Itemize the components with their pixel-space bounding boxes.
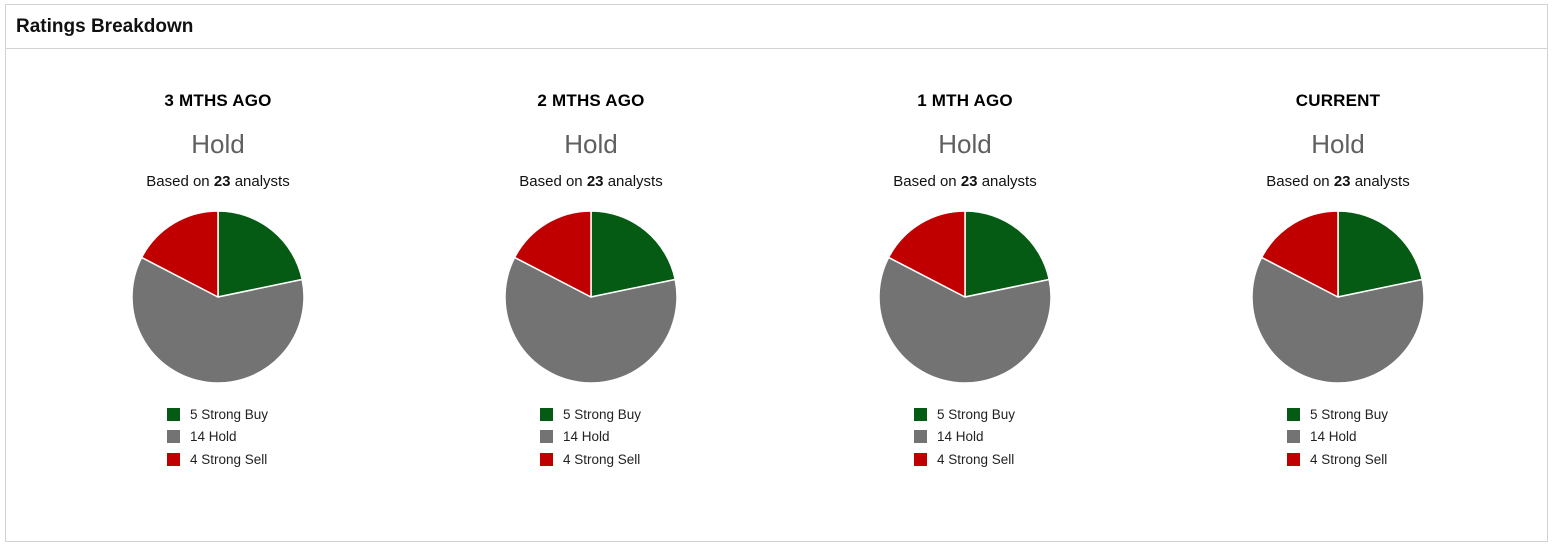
legend-label: 4 Strong Sell — [937, 451, 1015, 467]
basis-suffix: analysts — [1354, 173, 1410, 190]
ratings-columns: 3 MTHS AGO Hold Based on 23 analysts 5 S… — [6, 49, 1547, 541]
consensus-rating: Hold — [1311, 129, 1365, 159]
legend-swatch-strong-buy — [540, 407, 553, 421]
legend-item-strong-buy: 5 Strong Buy — [167, 403, 268, 426]
legend-item-strong-buy: 5 Strong Buy — [1287, 403, 1388, 426]
consensus-rating: Hold — [564, 129, 618, 159]
legend-item-hold: 14 Hold — [1287, 426, 1388, 449]
legend-swatch-strong-sell — [1287, 452, 1300, 466]
rating-column-3-months-ago: 3 MTHS AGO Hold Based on 23 analysts 5 S… — [31, 49, 405, 541]
period-title: 2 MTHS AGO — [537, 91, 645, 110]
basis-suffix: analysts — [981, 173, 1037, 190]
legend-item-hold: 14 Hold — [167, 426, 268, 449]
period-title: 3 MTHS AGO — [164, 91, 272, 110]
pie-slice-strong-buy — [964, 210, 1050, 298]
period-title: CURRENT — [1295, 91, 1381, 110]
legend-item-strong-buy: 5 Strong Buy — [540, 403, 641, 426]
pie-slice-hold — [1251, 256, 1425, 384]
analyst-basis: Based on 23 analysts — [778, 173, 1152, 190]
legend-item-hold: 14 Hold — [540, 426, 641, 449]
chart-legend: 5 Strong Buy 14 Hold 4 Strong Sell — [1287, 403, 1388, 471]
legend-label: 5 Strong Buy — [190, 406, 269, 422]
legend-swatch-strong-buy — [1287, 407, 1300, 421]
pie-slice-strong-buy — [1337, 210, 1423, 298]
pie-slice-strong-sell — [513, 210, 592, 298]
analyst-count: 23 — [960, 173, 978, 190]
analyst-basis: Based on 23 analysts — [31, 173, 405, 190]
legend-swatch-hold — [1287, 430, 1300, 444]
legend-item-strong-sell: 4 Strong Sell — [540, 448, 641, 471]
legend-swatch-strong-sell — [167, 452, 180, 466]
legend-item-hold: 14 Hold — [914, 426, 1015, 449]
period-title: 1 MTH AGO — [917, 91, 1013, 110]
analyst-count: 23 — [586, 173, 604, 190]
analyst-count: 23 — [1333, 173, 1351, 190]
analyst-basis: Based on 23 analysts — [1151, 173, 1525, 190]
basis-prefix: Based on — [1266, 173, 1330, 190]
pie-slice-strong-buy — [217, 210, 303, 298]
pie-slice-strong-sell — [140, 210, 219, 298]
basis-suffix: analysts — [234, 173, 290, 190]
legend-label: 14 Hold — [563, 429, 610, 445]
legend-swatch-strong-sell — [540, 452, 553, 466]
consensus-rating: Hold — [191, 129, 245, 159]
legend-label: 14 Hold — [1310, 429, 1357, 445]
pie-chart-svg — [878, 210, 1052, 384]
legend-swatch-strong-sell — [914, 452, 927, 466]
legend-swatch-hold — [540, 430, 553, 444]
basis-prefix: Based on — [146, 173, 210, 190]
pie-slice-hold — [131, 256, 305, 384]
pie-chart — [128, 207, 308, 387]
legend-item-strong-sell: 4 Strong Sell — [914, 448, 1015, 471]
pie-chart — [501, 207, 681, 387]
legend-label: 5 Strong Buy — [563, 406, 642, 422]
ratings-breakdown-panel: Ratings Breakdown 3 MTHS AGO Hold Based … — [5, 4, 1548, 542]
panel-title: Ratings Breakdown — [16, 15, 194, 37]
legend-swatch-strong-buy — [914, 407, 927, 421]
legend-label: 5 Strong Buy — [1310, 406, 1389, 422]
pie-slice-strong-sell — [1260, 210, 1339, 298]
legend-item-strong-sell: 4 Strong Sell — [167, 448, 268, 471]
pie-chart — [875, 207, 1055, 387]
analyst-count: 23 — [213, 173, 231, 190]
legend-swatch-hold — [914, 430, 927, 444]
pie-slice-hold — [878, 256, 1052, 384]
pie-chart — [1248, 207, 1428, 387]
legend-label: 4 Strong Sell — [190, 451, 268, 467]
chart-legend: 5 Strong Buy 14 Hold 4 Strong Sell — [167, 403, 268, 471]
pie-chart-svg — [504, 210, 678, 384]
legend-item-strong-sell: 4 Strong Sell — [1287, 448, 1388, 471]
pie-slice-hold — [504, 256, 678, 384]
legend-item-strong-buy: 5 Strong Buy — [914, 403, 1015, 426]
pie-slice-strong-sell — [887, 210, 966, 298]
chart-legend: 5 Strong Buy 14 Hold 4 Strong Sell — [914, 403, 1015, 471]
pie-slice-strong-buy — [590, 210, 676, 298]
basis-prefix: Based on — [893, 173, 957, 190]
consensus-rating: Hold — [938, 129, 992, 159]
rating-column-2-months-ago: 2 MTHS AGO Hold Based on 23 analysts 5 S… — [404, 49, 778, 541]
legend-swatch-strong-buy — [167, 407, 180, 421]
legend-label: 4 Strong Sell — [1310, 451, 1388, 467]
legend-swatch-hold — [167, 430, 180, 444]
legend-label: 5 Strong Buy — [937, 406, 1016, 422]
analyst-basis: Based on 23 analysts — [404, 173, 778, 190]
basis-prefix: Based on — [519, 173, 583, 190]
pie-chart-svg — [131, 210, 305, 384]
rating-column-1-month-ago: 1 MTH AGO Hold Based on 23 analysts 5 St… — [778, 49, 1152, 541]
panel-header: Ratings Breakdown — [6, 5, 1547, 49]
legend-label: 14 Hold — [937, 429, 984, 445]
basis-suffix: analysts — [607, 173, 663, 190]
legend-label: 14 Hold — [190, 429, 237, 445]
rating-column-current: CURRENT Hold Based on 23 analysts 5 Stro… — [1151, 49, 1525, 541]
chart-legend: 5 Strong Buy 14 Hold 4 Strong Sell — [540, 403, 641, 471]
pie-chart-svg — [1251, 210, 1425, 384]
legend-label: 4 Strong Sell — [563, 451, 641, 467]
